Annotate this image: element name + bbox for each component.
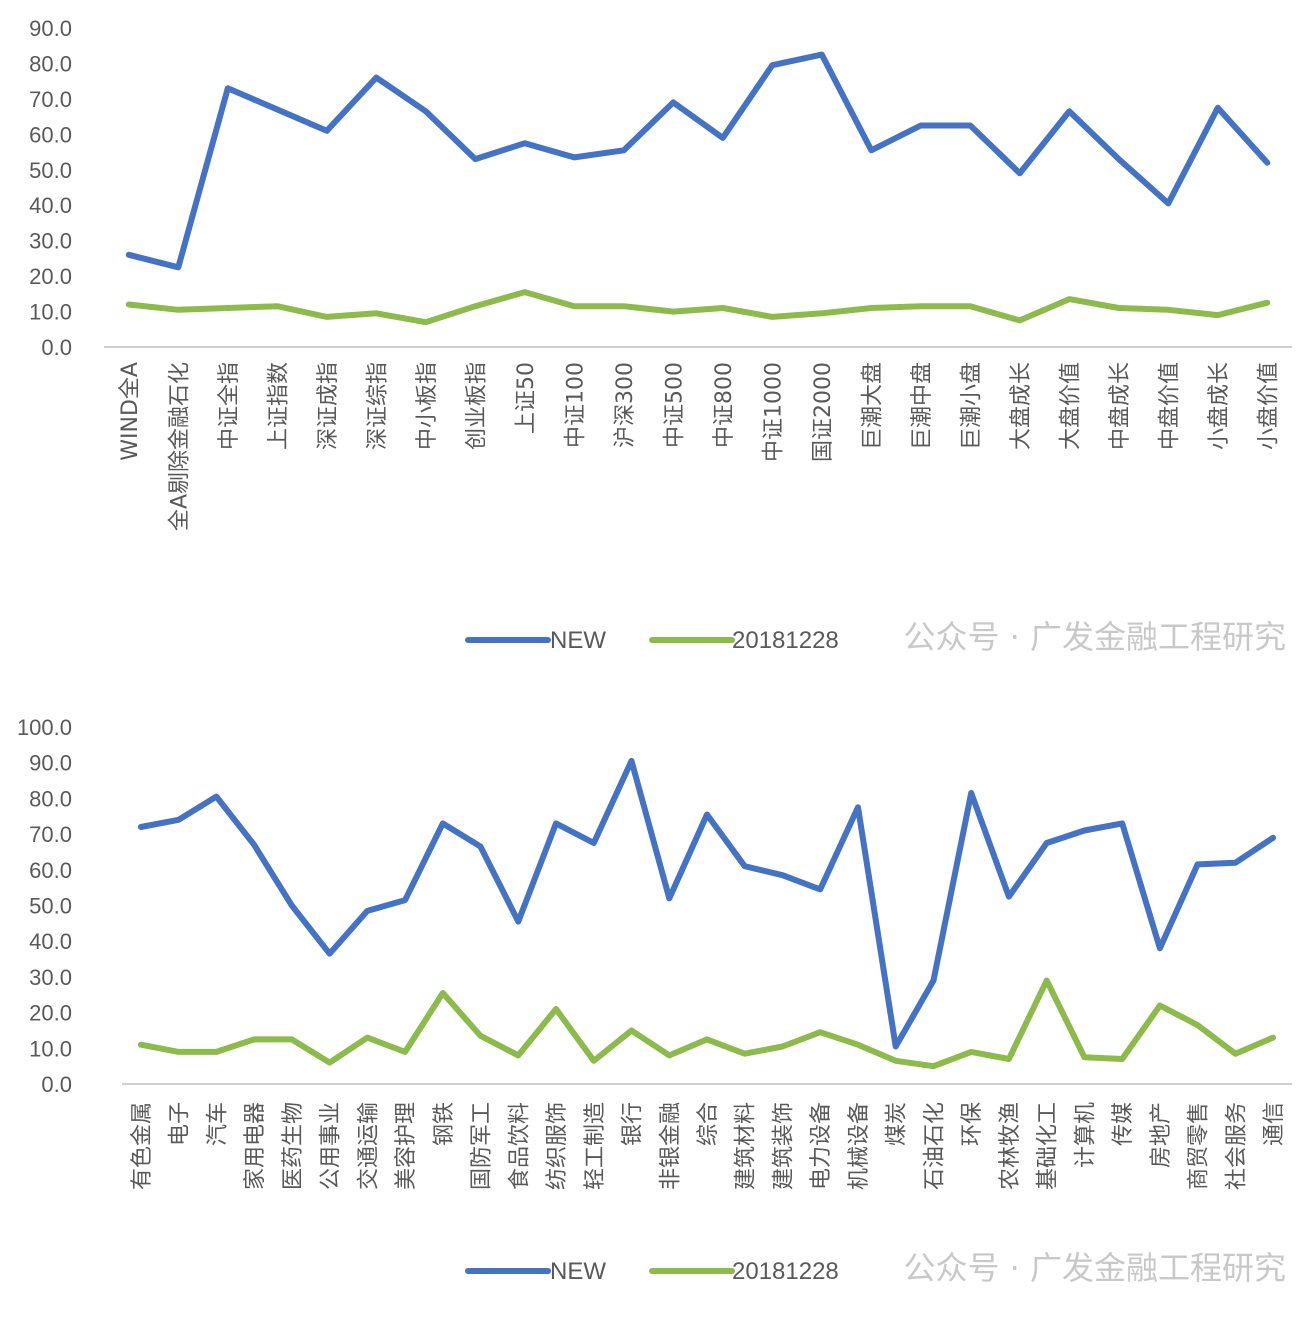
- x-tick-label: 巨潮大盘: [860, 362, 885, 450]
- y-tick-label: 40.0: [29, 193, 72, 218]
- x-tick-label: 国防军工: [470, 1102, 495, 1190]
- x-tick-label: 国证2000: [811, 362, 836, 462]
- legend-label-old: 20181228: [732, 627, 839, 654]
- x-tick-label: 房地产: [1149, 1102, 1174, 1168]
- x-tick-label: 有色金属: [130, 1102, 155, 1190]
- x-tick-label: 电力设备: [809, 1102, 834, 1190]
- x-tick-label: 传媒: [1111, 1102, 1136, 1146]
- x-tick-label: 中盘成长: [1108, 362, 1133, 450]
- x-tick-label: 计算机: [1073, 1102, 1098, 1168]
- x-tick-label: 非银金融: [658, 1102, 683, 1190]
- series-line-new: [137, 757, 1277, 1050]
- y-tick-label: 70.0: [29, 822, 72, 847]
- y-tick-label: 80.0: [29, 51, 72, 76]
- y-tick-label: 70.0: [29, 87, 72, 112]
- legend: NEW 20181228 公众号 · 广发金融工程研究: [465, 618, 1286, 656]
- x-tick-label: 大盘价值: [1058, 362, 1083, 450]
- x-tick-label: WIND全A: [118, 362, 143, 461]
- series-lines: [137, 757, 1277, 1070]
- y-tick-label: 10.0: [29, 1036, 72, 1061]
- x-tick-label: 环保: [960, 1102, 985, 1146]
- x-tick-label: 基础化工: [1036, 1102, 1061, 1190]
- x-tick-label: 纺织服饰: [545, 1102, 570, 1190]
- y-tick-label: 60.0: [29, 858, 72, 883]
- x-tick-label: 煤炭: [885, 1102, 910, 1146]
- x-tick-label: 深证综指: [365, 362, 390, 450]
- chart-industry-valuation: 0.0 10.0 20.0 30.0 40.0 50.0 60.0 70.0 80.0 90.0 1…: [17, 715, 1292, 1287]
- x-tick-label: 中证1000: [761, 362, 786, 462]
- x-tick-label: 医药生物: [281, 1102, 306, 1190]
- x-tick-label: 综合: [696, 1102, 721, 1146]
- x-tick-label: 美容护理: [394, 1102, 419, 1190]
- y-tick-label: 60.0: [29, 122, 72, 147]
- x-tick-label: 石油石化: [922, 1102, 947, 1190]
- y-tick-label: 20.0: [29, 264, 72, 289]
- x-tick-label: 中盘价值: [1157, 362, 1182, 450]
- y-tick-label: 40.0: [29, 929, 72, 954]
- y-axis-ticks: 0.0 10.0 20.0 30.0 40.0 50.0 60.0 70.0 80.0 90.0 1…: [17, 715, 72, 1097]
- x-tick-label: 钢铁: [432, 1102, 457, 1146]
- x-tick-label: 电子: [168, 1102, 193, 1146]
- y-tick-label: 20.0: [29, 1001, 72, 1026]
- x-axis-ticks: 有色金属 电子 汽车 家用电器 医药生物 公用事业 交通运输 美容护理 钢铁 国防军工 食品饮料 纺织…: [130, 1102, 1287, 1190]
- series-line-new: [125, 51, 1271, 271]
- y-tick-label: 50.0: [29, 894, 72, 919]
- x-tick-label: 中小板指: [415, 362, 440, 450]
- x-tick-label: 农林牧渔: [998, 1102, 1023, 1190]
- series-line-old: [125, 289, 1271, 326]
- x-tick-label: 银行: [621, 1102, 646, 1146]
- x-tick-label: 上证50: [514, 362, 539, 434]
- x-tick-label: 中证全指: [217, 362, 242, 450]
- x-tick-label: 家用电器: [243, 1102, 268, 1190]
- x-tick-label: 全A剔除金融石化: [167, 362, 192, 531]
- x-tick-label: 机械设备: [847, 1102, 872, 1190]
- y-tick-label: 50.0: [29, 158, 72, 183]
- y-tick-label: 10.0: [29, 300, 72, 325]
- x-tick-label: 深证成指: [316, 362, 341, 450]
- x-tick-label: 建筑材料: [734, 1102, 759, 1190]
- chart-index-valuation: 0.010.020.030.040.050.060.070.080.090.0 …: [29, 16, 1292, 656]
- x-tick-label: 小盘价值: [1256, 362, 1281, 450]
- series-line-old: [137, 977, 1277, 1070]
- x-tick-label: 中证800: [712, 362, 737, 448]
- x-tick-label: 社会服务: [1224, 1102, 1249, 1190]
- y-tick-label: 100.0: [17, 715, 72, 740]
- x-tick-label: 交通运输: [356, 1102, 381, 1190]
- x-tick-label: 沪深300: [613, 362, 638, 448]
- x-tick-label: 食品饮料: [507, 1102, 532, 1190]
- legend: NEW 20181228 公众号 · 广发金融工程研究: [465, 1249, 1286, 1287]
- x-axis-ticks: WIND全A 全A剔除金融石化 中证全指 上证指数 深证成指 深证综指 中小板指 创业板指 上证…: [118, 362, 1282, 531]
- legend-label-new: NEW: [550, 1258, 606, 1285]
- y-tick-label: 30.0: [29, 229, 72, 254]
- x-tick-label: 创业板指: [464, 362, 489, 450]
- x-tick-label: 公用事业: [319, 1102, 344, 1190]
- x-tick-label: 通信: [1262, 1102, 1287, 1146]
- x-tick-label: 中证500: [662, 362, 687, 448]
- y-tick-label: 90.0: [29, 16, 72, 41]
- x-tick-label: 巨潮中盘: [910, 362, 935, 450]
- legend-label-new: NEW: [550, 627, 606, 654]
- y-tick-label: 0.0: [41, 335, 72, 360]
- y-tick-label: 90.0: [29, 751, 72, 776]
- x-tick-label: 商贸零售: [1187, 1102, 1212, 1190]
- x-tick-label: 轻工制造: [583, 1102, 608, 1190]
- y-tick-label: 30.0: [29, 965, 72, 990]
- x-tick-label: 中证100: [563, 362, 588, 448]
- x-tick-label: 巨潮小盘: [959, 362, 984, 450]
- watermark: 公众号 · 广发金融工程研究: [903, 618, 1286, 656]
- x-tick-label: 小盘成长: [1207, 362, 1232, 450]
- legend-label-old: 20181228: [732, 1258, 839, 1285]
- y-tick-label: 80.0: [29, 786, 72, 811]
- x-tick-label: 大盘成长: [1009, 362, 1034, 450]
- y-tick-label: 0.0: [41, 1072, 72, 1097]
- y-axis-ticks: 0.0 10.0 20.0 30.0 40.0 50.0 60.0 70.0 80.0 90.0: [29, 16, 72, 360]
- x-tick-label: 上证指数: [266, 362, 291, 450]
- x-tick-label: 汽车: [205, 1102, 230, 1146]
- x-tick-label: 建筑装饰: [771, 1102, 796, 1190]
- watermark: 公众号 · 广发金融工程研究: [903, 1249, 1286, 1287]
- series-lines: [125, 51, 1271, 326]
